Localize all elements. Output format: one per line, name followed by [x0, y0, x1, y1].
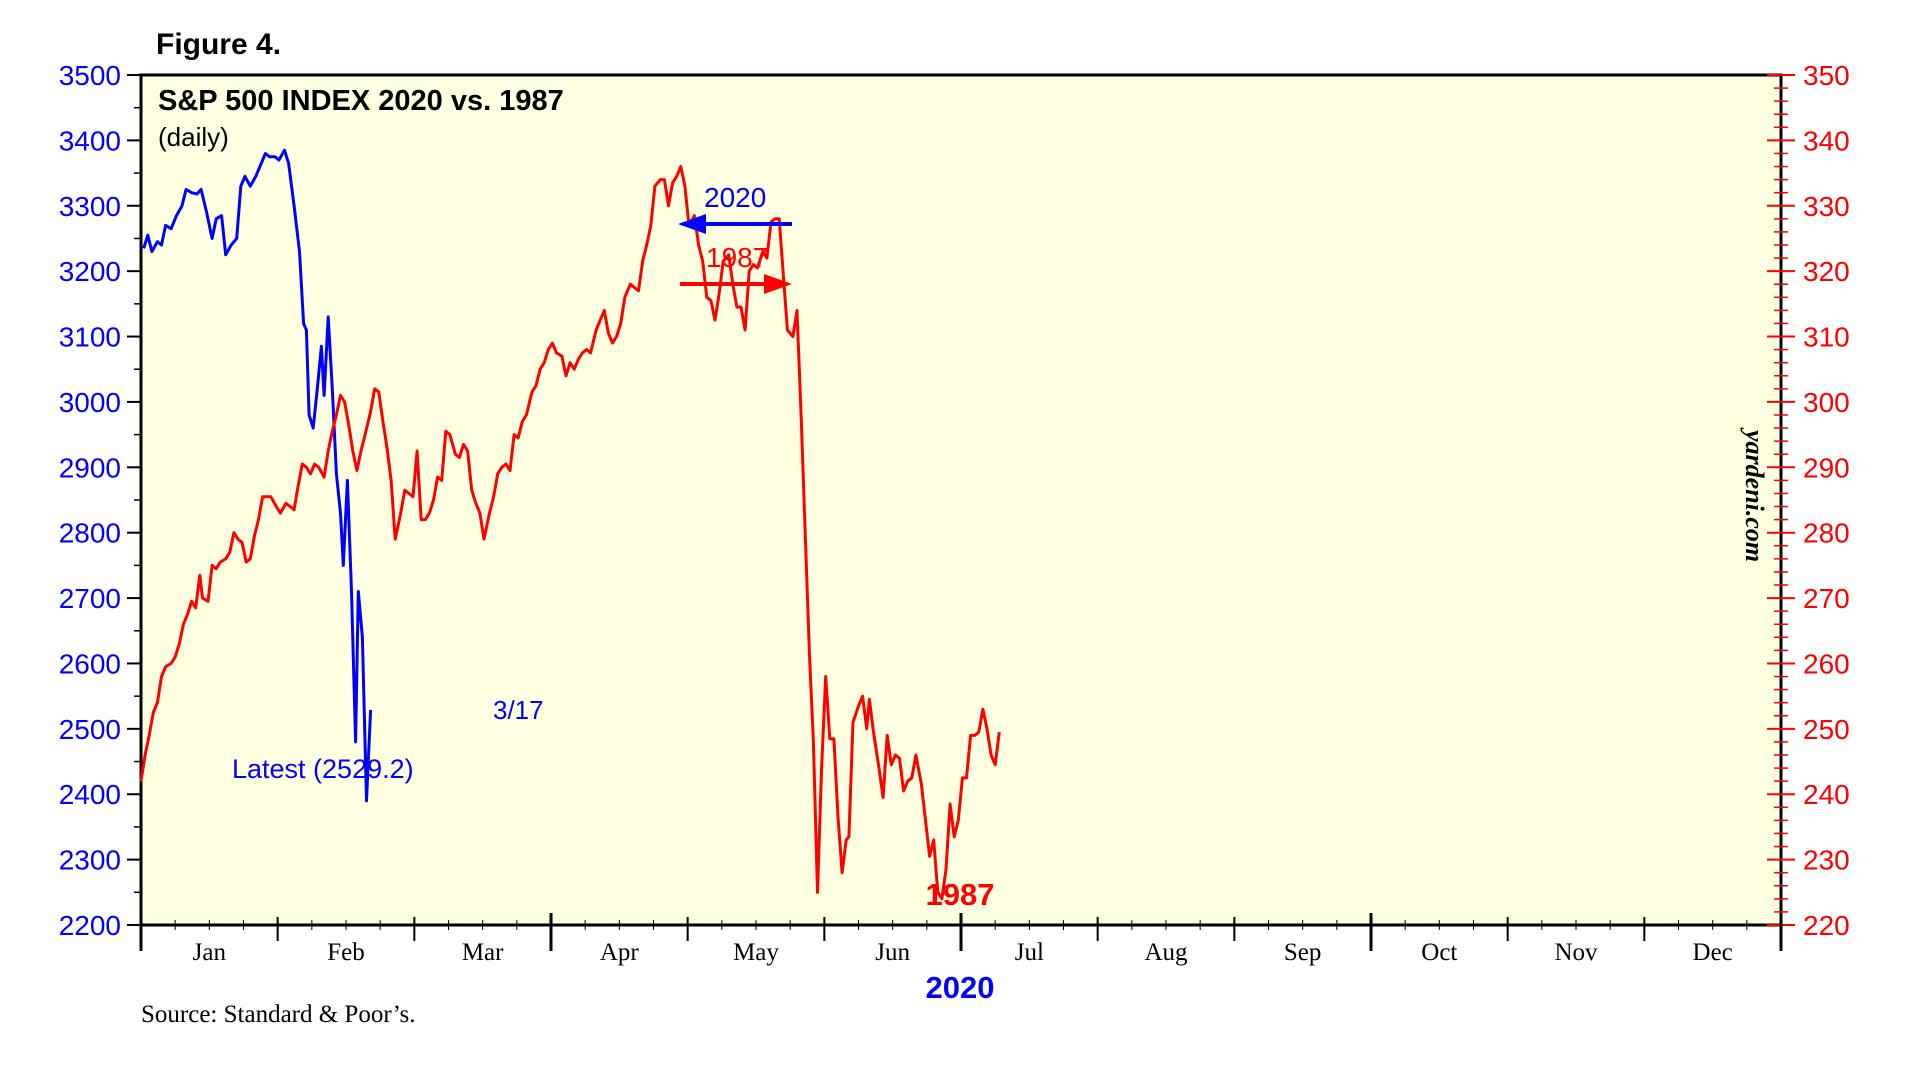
left-axis-tick-label: 2500: [59, 714, 121, 745]
left-axis-tick-label: 2800: [59, 518, 121, 549]
left-axis-tick-label: 2200: [59, 910, 121, 941]
watermark: yardeni.com: [1740, 427, 1769, 562]
left-axis-tick-label: 3100: [59, 322, 121, 353]
latest-date-annotation: 3/17: [493, 695, 544, 725]
right-axis-tick-label: 260: [1803, 648, 1850, 679]
right-axis-tick-label: 350: [1803, 60, 1850, 91]
right-axis-tick-label: 330: [1803, 191, 1850, 222]
x-axis-month-label: Jun: [875, 939, 910, 966]
right-axis-tick-label: 240: [1803, 779, 1850, 810]
right-axis-tick-label: 300: [1803, 387, 1850, 418]
right-axis-tick-label: 270: [1803, 583, 1850, 614]
source-note: Source: Standard & Poor’s.: [141, 1001, 416, 1028]
right-axis-tick-label: 340: [1803, 125, 1850, 156]
right-axis-tick-label: 280: [1803, 518, 1850, 549]
left-axis-tick-label: 3400: [59, 125, 121, 156]
x-axis-month-label: Mar: [462, 939, 504, 966]
right-axis-tick-label: 250: [1803, 714, 1850, 745]
figure-label: Figure 4.: [156, 28, 281, 61]
left-axis-tick-label: 2400: [59, 779, 121, 810]
x-axis-month-label: Apr: [600, 939, 640, 966]
right-axis-tick-label: 320: [1803, 256, 1850, 287]
legend: 2020 1987: [678, 182, 792, 294]
legend-label-2020: 2020: [704, 182, 766, 213]
left-axis-tick-label: 2300: [59, 845, 121, 876]
x-label-2020: 2020: [926, 970, 995, 1005]
x-axis-month-label: Nov: [1554, 939, 1598, 966]
right-axis-tick-label: 310: [1803, 322, 1850, 353]
left-axis-tick-label: 2700: [59, 583, 121, 614]
x-axis-month-label: Dec: [1693, 939, 1733, 966]
series-line-1987: [139, 165, 1001, 901]
x-axis-month-label: Feb: [327, 939, 365, 966]
left-axis-tick-label: 3200: [59, 256, 121, 287]
legend-label-1987: 1987: [706, 242, 768, 273]
right-axis-tick-label: 290: [1803, 452, 1850, 483]
left-axis-tick-label: 2600: [59, 648, 121, 679]
right-axis-tick-label: 220: [1803, 910, 1850, 941]
right-axis-tick-label: 230: [1803, 845, 1850, 876]
latest-value-annotation: Latest (2529.2): [232, 754, 414, 784]
chart-subtitle: (daily): [158, 122, 229, 152]
legend-arrowhead-left-icon: [678, 214, 706, 234]
x-label-1987: 1987: [926, 877, 995, 912]
legend-arrowhead-right-icon: [764, 274, 792, 294]
x-axis-month-label: Jan: [193, 939, 227, 966]
x-axis-month-label: Oct: [1421, 939, 1457, 966]
left-axis-tick-label: 3300: [59, 191, 121, 222]
left-axis-tick-label: 3500: [59, 60, 121, 91]
x-axis-month-label: Jul: [1015, 939, 1044, 966]
left-axis-tick-label: 3000: [59, 387, 121, 418]
series-layer: [139, 148, 1001, 901]
chart-title: S&P 500 INDEX 2020 vs. 1987: [158, 85, 564, 117]
left-axis: 2200 2300 2400 2500 2600 2700 2800 2900 3000 3100…: [59, 60, 141, 941]
left-axis-tick-label: 2900: [59, 452, 121, 483]
x-axis-month-label: Aug: [1144, 939, 1188, 966]
x-axis-month-label: Sep: [1284, 939, 1322, 966]
x-axis-month-label: May: [733, 939, 779, 966]
series-line-2020: [142, 148, 373, 803]
x-axis: Jan Feb Mar Apr May Jun Jul Aug Sep Oct Nov Dec: [139, 913, 1783, 966]
right-axis: 220 230 240 250 260 270 280 290 300 310 320 330 340 3…: [1767, 60, 1850, 941]
